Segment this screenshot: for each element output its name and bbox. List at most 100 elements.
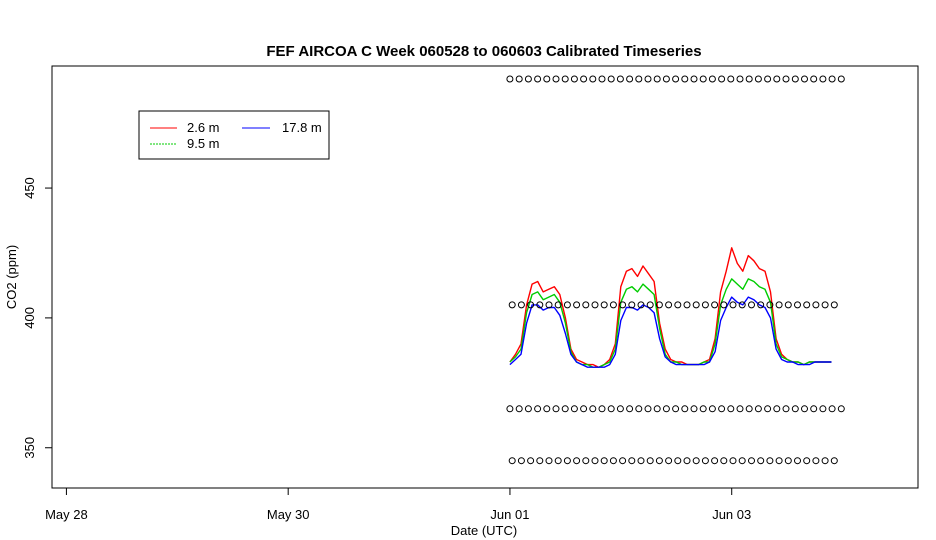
calibration-point	[812, 301, 820, 309]
calibration-point	[600, 301, 608, 309]
x-tick-label: May 28	[45, 507, 88, 522]
calibration-point	[711, 301, 719, 309]
calibration-point	[810, 75, 818, 83]
calibration-point	[672, 75, 680, 83]
series-layer	[509, 247, 832, 368]
calibration-point	[745, 405, 753, 413]
calibration-point	[757, 457, 765, 465]
calibration-point	[727, 75, 735, 83]
calibration-point	[563, 301, 571, 309]
calibration-point	[655, 301, 663, 309]
calibration-point	[508, 301, 516, 309]
calibration-point	[738, 301, 746, 309]
calibration-point	[665, 301, 673, 309]
calibration-point	[563, 457, 571, 465]
y-tick-label: 350	[22, 437, 37, 459]
series-line-2-6-m	[509, 247, 832, 368]
legend-label-17-8m: 17.8 m	[282, 120, 322, 135]
calibration-point	[711, 457, 719, 465]
calibration-point	[616, 405, 624, 413]
calibration-point	[674, 457, 682, 465]
calibration-point	[561, 405, 569, 413]
calibration-points	[506, 75, 845, 465]
calibration-point	[803, 457, 811, 465]
legend: 2.6 m 9.5 m 17.8 m	[138, 110, 330, 160]
calibration-point	[534, 75, 542, 83]
calibration-point	[626, 75, 634, 83]
calibration-point	[543, 405, 551, 413]
calibration-point	[582, 301, 590, 309]
calibration-point	[699, 405, 707, 413]
calibration-point	[570, 75, 578, 83]
calibration-point	[598, 75, 606, 83]
legend-label-9-5m: 9.5 m	[187, 136, 220, 151]
calibration-point	[794, 457, 801, 465]
calibration-point	[534, 405, 542, 413]
calibration-point	[828, 405, 836, 413]
calibration-point	[738, 457, 746, 465]
calibration-point	[626, 405, 634, 413]
calibration-point	[729, 457, 737, 465]
calibration-point	[644, 75, 652, 83]
calibration-point	[665, 457, 673, 465]
calibration-point	[819, 75, 827, 83]
calibration-point	[524, 405, 532, 413]
calibration-point	[837, 405, 845, 413]
calibration-point	[720, 301, 728, 309]
calibration-point	[803, 301, 811, 309]
calibration-point	[766, 301, 774, 309]
calibration-point	[515, 405, 523, 413]
calibration-point	[515, 75, 523, 83]
calibration-point	[699, 75, 707, 83]
calibration-point	[662, 75, 670, 83]
calibration-point	[672, 405, 680, 413]
calibration-point	[646, 457, 654, 465]
calibration-point	[616, 75, 624, 83]
calibration-point	[591, 301, 599, 309]
calibration-point	[554, 457, 562, 465]
calibration-point	[545, 301, 553, 309]
calibration-point	[821, 457, 829, 465]
calibration-point	[619, 457, 627, 465]
calibration-point	[729, 301, 737, 309]
calibration-point	[801, 405, 808, 413]
calibration-point	[828, 75, 836, 83]
calibration-point	[527, 457, 535, 465]
calibration-point	[683, 301, 691, 309]
calibration-point	[609, 301, 617, 309]
calibration-point	[580, 405, 588, 413]
calibration-point	[718, 405, 726, 413]
calibration-point	[662, 405, 670, 413]
calibration-point	[508, 457, 516, 465]
calibration-point	[580, 75, 588, 83]
calibration-point	[552, 405, 560, 413]
calibration-point	[674, 301, 682, 309]
calibration-point	[690, 75, 698, 83]
calibration-point	[589, 405, 597, 413]
calibration-point	[545, 457, 553, 465]
calibration-point	[600, 457, 608, 465]
calibration-point	[681, 405, 689, 413]
calibration-point	[791, 75, 799, 83]
calibration-point	[754, 405, 762, 413]
calibration-point	[701, 457, 709, 465]
calibration-point	[784, 301, 792, 309]
calibration-point	[718, 75, 726, 83]
calibration-point	[764, 75, 772, 83]
calibration-point	[573, 457, 581, 465]
calibration-point	[773, 75, 781, 83]
calibration-point	[782, 405, 790, 413]
calibration-point	[607, 405, 615, 413]
calibration-point	[628, 457, 636, 465]
calibration-point	[655, 457, 663, 465]
y-tick-label: 400	[22, 307, 37, 329]
calibration-point	[573, 301, 581, 309]
calibration-point	[517, 301, 525, 309]
legend-box	[138, 110, 330, 160]
calibration-point	[607, 75, 615, 83]
calibration-point	[506, 75, 514, 83]
calibration-point	[701, 301, 709, 309]
calibration-point	[653, 405, 661, 413]
calibration-point	[561, 75, 569, 83]
